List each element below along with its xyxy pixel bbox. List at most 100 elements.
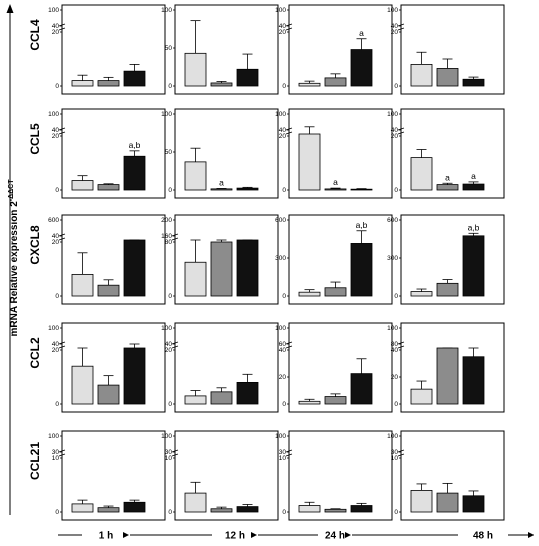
y-tick-label: 50 <box>165 45 173 52</box>
bar <box>97 507 120 513</box>
bar <box>71 503 94 513</box>
bar <box>184 492 207 513</box>
y-tick-label: 40 <box>52 127 60 134</box>
y-tick-label: 100 <box>48 7 59 14</box>
significance-label: a <box>471 171 476 181</box>
bar <box>436 184 459 191</box>
y-tick-label: 0 <box>168 509 172 516</box>
bar <box>350 188 373 191</box>
bar <box>324 188 347 191</box>
bar <box>436 282 459 297</box>
y-tick-label: 30 <box>165 449 173 456</box>
panel-ccl4-12h: 100 50 0 <box>161 4 279 95</box>
y-tick-label: 100 <box>161 433 172 440</box>
y-tick-label: 0 <box>394 293 398 300</box>
bar <box>350 373 373 405</box>
y-tick-label: 100 <box>387 111 398 118</box>
bar <box>71 273 94 297</box>
time-point-label: 12 h <box>225 531 245 542</box>
y-axis-arrow <box>6 4 14 515</box>
y-tick-label: 300 <box>387 255 398 262</box>
y-tick-label: 100 <box>275 7 286 14</box>
bar <box>97 284 120 297</box>
bar <box>436 68 459 87</box>
y-tick-label: 0 <box>282 187 286 194</box>
y-tick-label: 0 <box>55 83 59 90</box>
y-axis-label-superscript: -ΔΔCT <box>8 179 15 201</box>
bar <box>350 49 373 87</box>
time-axis-arrowhead <box>528 532 534 538</box>
bar <box>236 239 259 297</box>
gene-label-ccl2: CCL2 <box>28 337 42 369</box>
bar <box>324 287 347 297</box>
axis-break-mark <box>58 131 66 135</box>
y-tick-label: 10 <box>391 455 399 462</box>
y-tick-label: 10 <box>52 455 60 462</box>
bar <box>436 492 459 513</box>
bar <box>436 347 459 405</box>
bar <box>298 82 321 87</box>
y-tick-label: 40 <box>279 127 287 134</box>
axis-break-mark <box>397 131 405 135</box>
bar <box>97 384 120 405</box>
y-tick-label: 100 <box>275 433 286 440</box>
y-tick-label: 20 <box>279 374 287 381</box>
y-tick-label: 0 <box>55 293 59 300</box>
axis-break-mark <box>285 453 293 457</box>
y-tick-label: 0 <box>394 401 398 408</box>
y-tick-label: 0 <box>55 187 59 194</box>
gene-label-ccl5: CCL5 <box>28 123 42 155</box>
y-tick-label: 30 <box>52 449 60 456</box>
y-tick-label: 20 <box>165 347 173 354</box>
axis-break-mark <box>171 453 179 457</box>
bar <box>410 291 433 297</box>
bar <box>350 505 373 513</box>
bar <box>123 239 146 297</box>
y-tick-label: 30 <box>391 449 399 456</box>
y-tick-label: 0 <box>282 401 286 408</box>
y-tick-label: 50 <box>165 149 173 156</box>
y-tick-label: 40 <box>279 23 287 30</box>
bar <box>71 180 94 191</box>
bar <box>298 291 321 297</box>
panel-cxcl8-24h: 600 300 0 a,b <box>275 214 393 305</box>
bar <box>324 396 347 405</box>
gene-label-ccl4: CCL4 <box>28 19 42 51</box>
significance-label: a,b <box>356 220 368 230</box>
axis-break-mark <box>285 345 293 349</box>
significance-label: a,b <box>129 140 141 150</box>
y-tick-label: 20 <box>279 29 287 36</box>
y-tick-label: 80 <box>391 341 399 348</box>
bar <box>236 506 259 513</box>
y-tick-label: 0 <box>168 83 172 90</box>
y-tick-label: 20 <box>391 29 399 36</box>
gene-label-cxcl8: CXCL8 <box>28 225 42 265</box>
bar <box>236 68 259 87</box>
y-tick-label: 40 <box>52 233 60 240</box>
axis-break-mark <box>171 237 179 241</box>
y-axis-label-text: mRNA Relative expression 2 <box>9 201 20 337</box>
bar <box>210 391 233 405</box>
y-tick-label: 0 <box>394 83 398 90</box>
significance-label: a <box>219 177 224 187</box>
bar <box>350 243 373 297</box>
y-tick-label: 0 <box>394 509 398 516</box>
bar <box>462 495 485 513</box>
panels: 1004020010050010040200a1004020010040200a… <box>28 4 505 521</box>
bar <box>236 381 259 405</box>
bar <box>324 508 347 513</box>
bar <box>462 235 485 297</box>
bar <box>410 64 433 87</box>
significance-label: a,b <box>468 222 480 232</box>
bar <box>184 395 207 405</box>
bar <box>123 501 146 513</box>
y-tick-label: 80 <box>165 239 173 246</box>
